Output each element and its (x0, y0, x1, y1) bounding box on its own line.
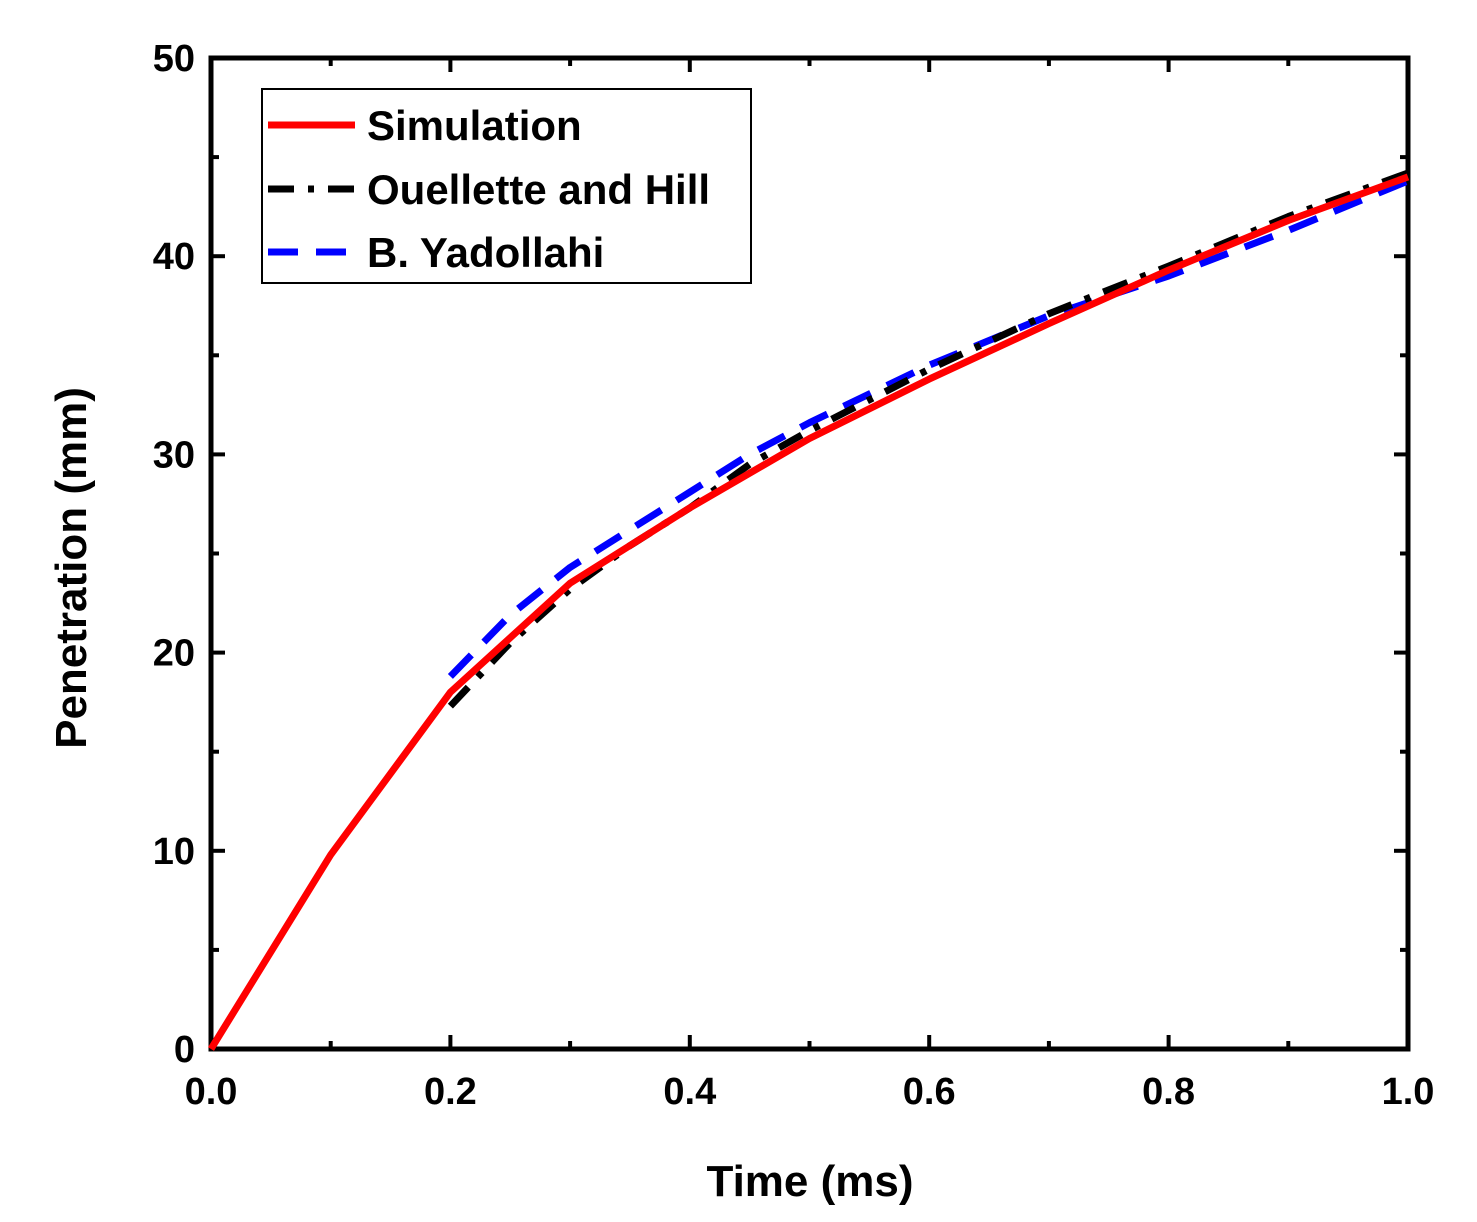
ticks (209, 56, 1410, 1051)
x-tick-label: 0.2 (424, 1071, 477, 1113)
x-tick-label: 1.0 (1382, 1071, 1435, 1113)
series-lines (208, 169, 1410, 1051)
y-tick-label: 50 (153, 38, 195, 80)
x-axis-title: Time (ms) (706, 1157, 913, 1206)
series-line-ouellette-and-hill (447, 169, 1410, 709)
series-line-b-yadollahi (447, 177, 1410, 679)
x-tick-label: 0.8 (1142, 1071, 1195, 1113)
y-tick-label: 10 (153, 831, 195, 873)
legend-label-ouellette-and-hill: Ouellette and Hill (367, 166, 710, 213)
legend-label-b-yadollahi: B. Yadollahi (367, 229, 604, 276)
y-tick-label: 40 (153, 236, 195, 278)
y-tick-label: 0 (174, 1029, 195, 1071)
series-line-simulation (208, 173, 1410, 1051)
y-axis-title: Penetration (mm) (47, 387, 96, 749)
x-tick-label: 0.6 (903, 1071, 956, 1113)
y-tick-label: 20 (153, 633, 195, 675)
legend: Simulation Ouellette and Hill B. Yadolla… (261, 88, 752, 284)
legend-label-simulation: Simulation (367, 102, 582, 149)
x-tick-label: 0.0 (185, 1071, 238, 1113)
y-tick-label: 30 (153, 434, 195, 476)
tick-labels: 0.0 0.2 0.4 0.6 0.8 1.0 0 10 20 30 40 50 (153, 38, 1435, 1113)
x-tick-label: 0.4 (663, 1071, 716, 1113)
